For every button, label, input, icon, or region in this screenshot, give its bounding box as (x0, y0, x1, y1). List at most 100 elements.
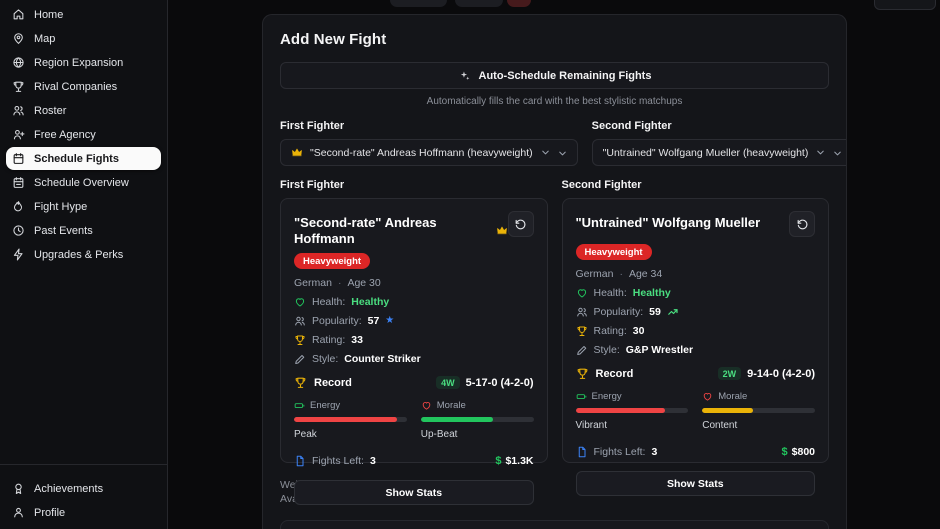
popularity-value: 59 (649, 306, 661, 318)
health-row: Health: Healthy (576, 287, 816, 299)
rotate-ccw-icon (797, 219, 807, 229)
sidebar-item-label: Home (34, 8, 64, 21)
rating-label: Rating: (593, 325, 627, 337)
energy-bar-fill (294, 417, 397, 423)
second-fighter-section: Second Fighter "Untrained" Wolfgang Muel… (561, 179, 829, 496)
sidebar-item-profile[interactable]: Profile (6, 501, 161, 524)
health-value: Healthy (351, 296, 390, 309)
energy-bar-fill (575, 408, 665, 413)
cutoff-tab-2[interactable] (455, 0, 503, 7)
rating-row: Rating: 30 (576, 325, 816, 337)
condition-bars: Energy Vibrant Morale (575, 391, 815, 431)
sidebar-item-label: Past Events (34, 224, 93, 237)
battery-icon (576, 394, 586, 400)
energy-bar (575, 408, 689, 413)
rating-row: Rating: 33 (294, 334, 534, 346)
chevron-down-icon (817, 150, 825, 155)
trophy-icon (295, 377, 306, 389)
file-icon (296, 455, 304, 467)
trophy-icon (295, 335, 305, 346)
cutoff-tab-3[interactable] (507, 0, 531, 7)
morale-block: Morale Up-Beat (420, 400, 534, 440)
sidebar-item-achievements[interactable]: Achievements (6, 477, 161, 500)
win-streak-badge: 4W (436, 376, 460, 390)
users-icon (295, 316, 305, 326)
weight-class-badge: Heavyweight (294, 253, 371, 270)
file-icon (578, 446, 585, 458)
dollar-icon: $ (495, 455, 502, 468)
energy-state: Peak (294, 429, 317, 441)
calendar-lines-icon (13, 177, 24, 188)
sidebar-item-roster[interactable]: Roster (6, 99, 161, 122)
style-row: Style: Counter Striker (294, 353, 534, 365)
sidebar-item-label: Region Expansion (34, 56, 124, 69)
user-icon (14, 507, 23, 518)
chevron-down-icon (834, 151, 842, 156)
calendar-icon (13, 153, 24, 164)
health-row: Health: Healthy (294, 296, 534, 308)
morale-bar-fill (702, 408, 753, 413)
sidebar-item-fight-hype[interactable]: Fight Hype (6, 195, 161, 218)
fighter-name-text: "Untrained" Wolfgang Mueller (575, 215, 761, 230)
reroll-fighter-button[interactable] (507, 211, 534, 237)
style-value: Counter Striker (344, 353, 421, 366)
pencil-icon (295, 355, 305, 365)
flame-icon (13, 201, 23, 212)
sidebar-item-label: Schedule Overview (34, 176, 129, 189)
sidebar-item-label: Profile (34, 506, 66, 519)
fights-left-value: 3 (651, 446, 658, 458)
record-label: Record (314, 376, 352, 389)
sidebar-item-schedule-fights[interactable]: Schedule Fights (6, 147, 161, 170)
chevron-down-icon (558, 151, 566, 156)
championship-options-card: Championship Options Championship Fight … (280, 520, 829, 529)
morale-state: Content (702, 420, 738, 431)
rotate-ccw-icon (515, 219, 526, 229)
popularity-value: 57 (367, 315, 380, 328)
energy-block: Energy Peak (294, 400, 407, 440)
second-fighter-card-label: Second Fighter (561, 179, 642, 191)
second-fighter-label: Second Fighter (591, 120, 672, 132)
fights-left-row: Fights Left: 3 $ $800 (576, 446, 815, 458)
sidebar-item-map[interactable]: Map (6, 27, 161, 50)
sidebar-item-free-agency[interactable]: Free Agency (6, 123, 161, 146)
fighter-name: "Untrained" Wolfgang Mueller (576, 211, 761, 231)
purse-amount: $1.3K (505, 455, 534, 468)
energy-label: Energy (310, 400, 341, 412)
first-fighter-select[interactable]: "Second-rate" Andreas Hoffmann (heavywei… (280, 139, 578, 166)
popularity-label: Popularity: (312, 315, 362, 328)
sidebar-item-past-events[interactable]: Past Events (6, 219, 161, 242)
sparkles-icon (460, 71, 469, 80)
dot-separator: · (619, 268, 623, 280)
user-plus-icon (13, 129, 25, 140)
zap-icon (13, 248, 23, 261)
second-fighter-selector: Second Fighter "Untrained" Wolfgang Muel… (591, 120, 846, 166)
heart-icon (295, 298, 305, 307)
auto-schedule-hint: Automatically fills the card with the be… (426, 96, 683, 107)
cutoff-button-right[interactable] (874, 0, 936, 10)
home-icon (13, 9, 24, 20)
fighter-meta: German · Age 34 (576, 268, 816, 280)
sidebar-item-label: Free Agency (34, 128, 96, 141)
fights-left-label: Fights Left: (312, 455, 364, 468)
sidebar-item-region-expansion[interactable]: Region Expansion (6, 51, 161, 74)
second-fighter-select[interactable]: "Untrained" Wolfgang Mueller (heavyweigh… (591, 139, 846, 166)
fights-left-label: Fights Left: (593, 446, 646, 458)
add-new-fight-panel: Add New Fight Auto-Schedule Remaining Fi… (262, 14, 847, 529)
auto-schedule-button[interactable]: Auto-Schedule Remaining Fights (280, 62, 829, 89)
sidebar-item-home[interactable]: Home (6, 3, 161, 26)
purse: $ $800 (782, 446, 815, 458)
energy-block: Energy Vibrant (575, 391, 689, 431)
sidebar-item-label: Schedule Fights (34, 152, 119, 165)
sidebar-item-schedule-overview[interactable]: Schedule Overview (6, 171, 161, 194)
show-stats-button[interactable]: Show Stats (294, 480, 534, 506)
sidebar-item-rival-companies[interactable]: Rival Companies (6, 75, 161, 98)
trending-up-icon (667, 309, 678, 315)
battery-icon (294, 403, 305, 409)
fighter-name: "Second-rate" Andreas Hoffmann (294, 211, 508, 246)
first-fighter-label: First Fighter (280, 120, 345, 132)
reroll-fighter-button[interactable] (789, 211, 815, 237)
cutoff-tab-1[interactable] (390, 0, 447, 7)
sidebar-item-upgrades-perks[interactable]: Upgrades & Perks (6, 243, 161, 266)
show-stats-button[interactable]: Show Stats (575, 471, 815, 496)
sidebar: Home Map Region Expansion Rival Companie… (0, 0, 168, 529)
